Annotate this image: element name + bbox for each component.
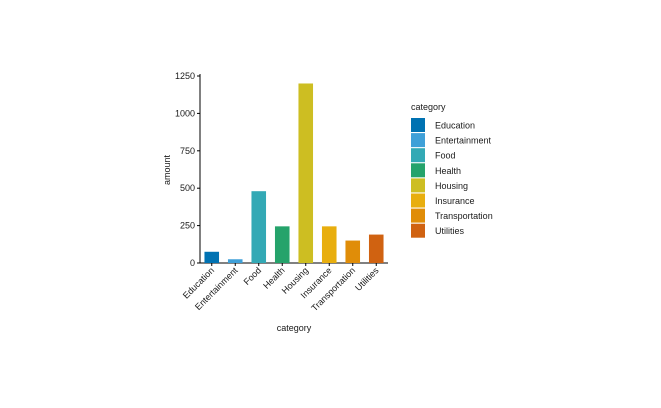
legend-label: Transportation (435, 211, 493, 221)
legend-swatch (411, 118, 425, 132)
bar (321, 226, 337, 263)
y-tick-label: 1000 (175, 108, 195, 118)
x-tick-label: Utilities (353, 265, 381, 293)
x-axis-title: category (277, 323, 312, 333)
y-axis: 0 250 500 750 1000 1250 (175, 71, 201, 268)
legend-label: Insurance (435, 196, 475, 206)
bar (345, 240, 361, 263)
legend-swatch (411, 193, 425, 208)
legend-label: Utilities (435, 226, 465, 236)
y-tick-label: 250 (180, 221, 195, 231)
bar (298, 83, 314, 263)
legend-title: category (411, 102, 446, 112)
legend-label: Housing (435, 181, 468, 191)
bar (227, 259, 243, 263)
y-tick-label: 0 (190, 258, 195, 268)
legend-label: Food (435, 151, 456, 161)
legend-swatch (411, 223, 425, 238)
legend-swatch (411, 208, 425, 223)
legend-swatch (411, 148, 425, 163)
bars (204, 83, 384, 263)
legend-label: Education (435, 121, 475, 131)
bar (251, 191, 267, 263)
legend-swatch (411, 178, 425, 193)
y-tick-label: 750 (180, 146, 195, 156)
bar (204, 251, 220, 263)
legend-swatch (411, 133, 425, 148)
legend: category Education Entertainment Food Healt… (411, 102, 493, 238)
y-tick-label: 1250 (175, 71, 195, 81)
bar (274, 226, 290, 263)
legend-label: Entertainment (435, 136, 492, 146)
y-tick-label: 500 (180, 183, 195, 193)
legend-swatch (411, 163, 425, 178)
bar (368, 234, 384, 263)
legend-label: Health (435, 166, 461, 176)
y-axis-title: amount (162, 154, 172, 185)
